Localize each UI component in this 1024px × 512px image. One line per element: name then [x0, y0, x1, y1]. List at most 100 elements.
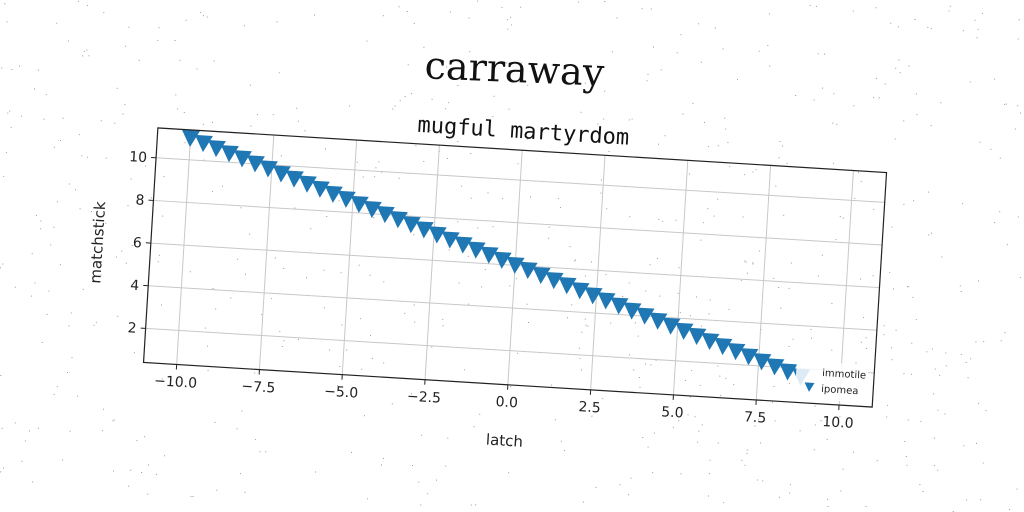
speckle-dot [79, 208, 81, 210]
speckle-dot [637, 335, 639, 337]
speckle-dot [121, 250, 123, 252]
speckle-dot [93, 324, 95, 326]
speckle-dot [398, 177, 400, 179]
speckle-dot [124, 103, 126, 105]
speckle-dot [655, 359, 657, 361]
speckle-dot [245, 273, 246, 275]
speckle-dot [897, 26, 899, 28]
speckle-dot [67, 372, 68, 373]
speckle-dot [60, 140, 61, 141]
speckle-dot [283, 340, 285, 342]
speckle-dot [684, 380, 686, 381]
speckle-dot [703, 222, 705, 224]
speckle-dot [569, 246, 571, 248]
speckle-dot [865, 348, 867, 349]
speckle-dot [254, 372, 256, 374]
speckle-dot [701, 424, 703, 426]
speckle-dot [358, 264, 360, 266]
speckle-dot [255, 439, 257, 441]
speckle-dot [279, 331, 281, 332]
speckle-dot [699, 384, 701, 386]
speckle-dot [976, 37, 978, 39]
speckle-dot [745, 261, 747, 263]
speckle-dot [906, 464, 908, 466]
speckle-dot [40, 220, 42, 222]
speckle-dot [628, 354, 630, 356]
y-axis-label: matchstick [86, 201, 109, 284]
speckle-dot [895, 67, 897, 69]
speckle-dot [414, 321, 416, 323]
speckle-dot [391, 403, 393, 405]
speckle-dot [5, 151, 7, 153]
speckle-dot [463, 369, 465, 371]
speckle-dot [744, 260, 746, 262]
speckle-dot [723, 502, 725, 504]
speckle-dot [769, 65, 771, 67]
speckle-dot [578, 1, 580, 3]
legend-marker [804, 382, 815, 392]
data-point [571, 282, 590, 300]
speckle-dot [40, 228, 42, 230]
speckle-dot [733, 384, 735, 386]
speckle-dot [59, 264, 61, 266]
speckle-dot [717, 365, 719, 367]
y-tick-label: 6 [132, 235, 142, 252]
speckle-dot [779, 141, 781, 142]
speckle-dot [858, 172, 859, 174]
speckle-dot [930, 125, 932, 127]
speckle-dot [510, 16, 512, 18]
speckle-dot [87, 156, 89, 158]
speckle-dot [960, 354, 962, 355]
speckle-dot [1006, 244, 1008, 246]
speckle-dot [792, 338, 794, 340]
speckle-dot [406, 213, 408, 215]
speckle-dot [520, 6, 522, 8]
legend-box [794, 360, 869, 403]
speckle-dot [21, 460, 23, 462]
speckle-dot [983, 341, 985, 343]
speckle-dot [436, 479, 437, 481]
speckle-dot [717, 442, 719, 444]
speckle-dot [394, 105, 396, 107]
speckle-dot [967, 377, 969, 379]
speckle-dot [458, 282, 460, 284]
speckle-dot [446, 158, 448, 159]
speckle-dot [314, 14, 315, 16]
speckle-dot [567, 317, 568, 319]
speckle-dot [630, 477, 632, 479]
speckle-dot [898, 59, 900, 61]
speckle-dot [70, 312, 72, 314]
data-point [389, 211, 408, 229]
speckle-dot [817, 275, 819, 277]
speckle-dot [551, 64, 553, 66]
speckle-dot [890, 347, 892, 349]
speckle-dot [1018, 19, 1020, 21]
speckle-dot [903, 120, 905, 122]
speckle-dot [457, 141, 459, 143]
speckle-dot [449, 11, 451, 13]
speckle-dot [82, 288, 84, 290]
x-axis-ticks: −10.0 −7.5 −5.0 −2.5 0.0 2.5 5.0 7.5 10.0 [154, 364, 854, 432]
speckle-dot [103, 408, 104, 410]
speckle-dot [19, 65, 20, 67]
speckle-dot [697, 441, 699, 443]
speckle-dot [75, 189, 76, 191]
speckle-dot [633, 369, 635, 371]
speckle-dot [127, 205, 129, 207]
data-point [753, 353, 772, 371]
speckle-dot [37, 427, 39, 429]
speckle-dot [658, 218, 660, 220]
speckle-dot [628, 494, 630, 496]
y-tick-label: 10 [129, 149, 148, 166]
speckle-dot [83, 51, 85, 53]
speckle-dot [608, 151, 610, 152]
speckle-dot [754, 425, 756, 427]
speckle-dot [600, 192, 602, 194]
speckle-dot [689, 315, 691, 317]
data-point [246, 155, 265, 173]
speckle-dot [1020, 112, 1022, 114]
speckle-dot [1004, 103, 1006, 105]
speckle-dot [629, 216, 631, 218]
speckle-dot [813, 449, 815, 451]
speckle-dot [413, 234, 415, 236]
